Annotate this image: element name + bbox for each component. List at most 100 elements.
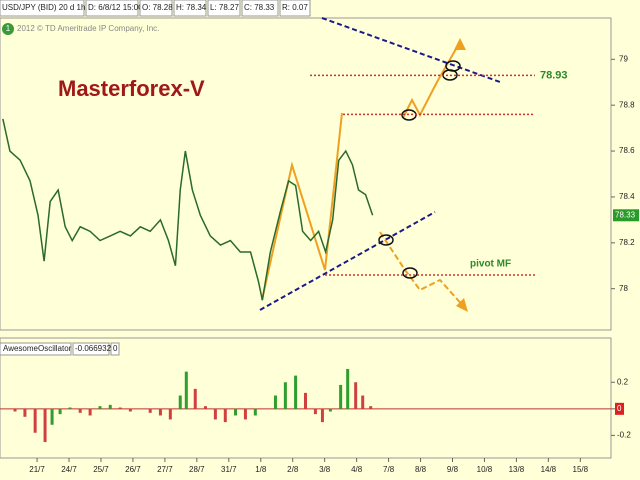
y-tick-label: -0.2 xyxy=(617,431,631,440)
x-tick-label: 2/8 xyxy=(287,465,299,474)
osc-bar xyxy=(50,408,54,425)
osc-bar xyxy=(273,395,277,409)
osc-cell xyxy=(110,342,120,356)
header-cell xyxy=(241,0,279,17)
trend-line xyxy=(259,211,436,311)
osc-bar xyxy=(13,408,17,412)
level-label: pivot MF xyxy=(470,259,511,270)
osc-bar xyxy=(328,408,332,412)
last-price-box xyxy=(613,209,639,222)
header-cell xyxy=(85,0,139,17)
osc-bar xyxy=(58,408,62,415)
osc-bar xyxy=(118,407,122,409)
osc-bar xyxy=(223,408,227,423)
arrow-head xyxy=(456,298,468,312)
osc-bar xyxy=(339,384,343,409)
osc-bar xyxy=(346,368,350,409)
osc-bar xyxy=(193,388,197,409)
osc-bar xyxy=(294,375,298,409)
osc-bar xyxy=(320,408,324,423)
y-tick-label: 78.6 xyxy=(619,146,635,155)
range: R: 0.07 xyxy=(282,3,308,12)
oscillator-panel xyxy=(0,337,612,459)
x-tick-label: 10/8 xyxy=(477,465,493,474)
osc-bar xyxy=(108,404,112,409)
x-tick-label: 7/8 xyxy=(383,465,395,474)
chart-title: Masterforex-V xyxy=(58,76,205,101)
osc-title: AwesomeOscillator xyxy=(3,344,72,353)
marker xyxy=(402,267,418,279)
osc-bar xyxy=(88,408,92,416)
copyright: 2012 © TD Ameritrade IP Company, Inc. xyxy=(17,24,159,33)
x-tick-label: 3/8 xyxy=(319,465,331,474)
osc-cell xyxy=(0,342,72,356)
x-tick-label: 13/8 xyxy=(509,465,525,474)
y-tick-label: 0 xyxy=(617,404,622,413)
osc-bar xyxy=(313,408,317,415)
low: L: 78.27 xyxy=(210,3,239,12)
osc-bar xyxy=(304,392,307,409)
x-tick-label: 27/7 xyxy=(157,465,173,474)
projection-down xyxy=(379,231,466,309)
y-tick-label: 78.2 xyxy=(619,238,635,247)
marker xyxy=(378,234,394,246)
osc-bar xyxy=(234,408,238,416)
header-cell xyxy=(279,0,311,17)
x-tick-label: 8/8 xyxy=(415,465,427,474)
osc-bar xyxy=(184,371,188,409)
header-cell xyxy=(0,0,85,17)
osc-bar xyxy=(203,406,207,409)
x-tick-label: 25/7 xyxy=(93,465,109,474)
header-cell xyxy=(173,0,207,17)
level-label: 78.93 xyxy=(540,69,568,81)
osc-bar xyxy=(128,408,132,412)
osc-bar xyxy=(168,408,172,420)
x-tick-label: 28/7 xyxy=(189,465,205,474)
y-tick-label: 0.2 xyxy=(617,377,629,386)
osc-current: -0.066932 xyxy=(75,344,112,353)
osc-bar xyxy=(369,406,373,409)
header: USD/JPY (BID) 20 d 1h D: 6/8/12 15:00 O:… xyxy=(0,0,311,17)
osc-bar xyxy=(33,408,37,433)
open: O: 78.28 xyxy=(142,3,173,12)
osc-bar xyxy=(253,408,257,416)
x-tick-label: 9/8 xyxy=(447,465,459,474)
close: C: 78.33 xyxy=(244,3,275,12)
osc-bar xyxy=(213,408,217,420)
price-line xyxy=(2,118,374,301)
badge: 1 xyxy=(6,24,11,33)
osc-bar xyxy=(354,382,358,409)
y-tick-label: 78 xyxy=(619,284,628,293)
y-tick-label: 79 xyxy=(619,54,628,63)
osc-bar xyxy=(361,395,365,409)
x-tick-label: 31/7 xyxy=(221,465,237,474)
zero-box xyxy=(615,402,624,415)
osc-bar xyxy=(283,382,287,409)
x-tick-label: 26/7 xyxy=(125,465,141,474)
x-tick-label: 1/8 xyxy=(255,465,267,474)
osc-bar xyxy=(78,408,82,413)
x-tick-label: 24/7 xyxy=(61,465,77,474)
arrow-head xyxy=(454,38,466,50)
osc-bar xyxy=(43,408,47,443)
badge-circle xyxy=(2,23,14,35)
osc-bar xyxy=(158,408,162,416)
osc-zero: 0 xyxy=(113,344,118,353)
symbol: USD/JPY (BID) 20 d 1h xyxy=(2,3,85,12)
osc-bar xyxy=(68,407,72,409)
date: D: 6/8/12 15:00 xyxy=(88,3,143,12)
header-cell xyxy=(207,0,241,17)
x-tick-label: 15/8 xyxy=(573,465,589,474)
y-tick-label: 78.4 xyxy=(619,192,635,201)
osc-bar xyxy=(98,406,102,409)
wave-line xyxy=(261,112,343,301)
osc-bar xyxy=(243,408,247,420)
header-cell xyxy=(139,0,173,17)
osc-cell xyxy=(72,342,110,356)
y-tick-label: 78.8 xyxy=(619,100,635,109)
osc-bar xyxy=(148,408,152,413)
high: H: 78.34 xyxy=(176,3,207,12)
osc-bar xyxy=(178,395,182,409)
